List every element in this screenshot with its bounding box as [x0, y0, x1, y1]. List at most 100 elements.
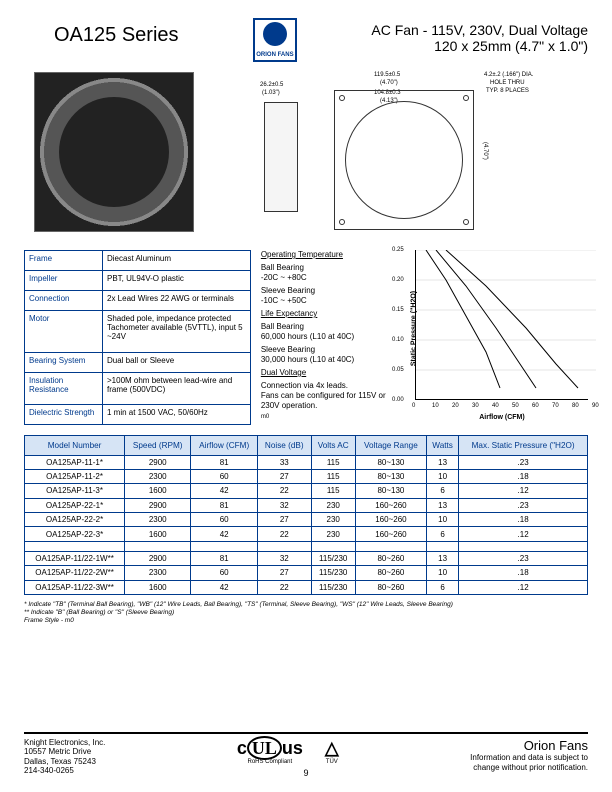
tuv-cert: △ TÜV: [325, 738, 339, 765]
dim-depth: 26.2±0.5: [260, 82, 283, 88]
spec-val: PBT, UL94V-O plastic: [103, 270, 251, 290]
table-cell: 6: [426, 527, 458, 541]
table-row: OA125AP-11-3*1600422211580~1306.12: [25, 484, 588, 498]
chart-xtick: 90: [592, 403, 599, 409]
table-cell: 2300: [125, 566, 191, 580]
table-header: Model Number: [25, 435, 125, 455]
table-cell: OA125AP-22-2*: [25, 513, 125, 527]
front-view: [334, 90, 474, 230]
table-row: OA125AP-22-1*29008132230160~26013.23: [25, 498, 588, 512]
table-cell: OA125AP-22-1*: [25, 498, 125, 512]
table-cell: 1600: [125, 580, 191, 594]
company-addr2: Dallas, Texas 75243: [24, 757, 105, 767]
brand-name: Orion Fans: [470, 738, 588, 754]
table-cell: 230: [311, 498, 355, 512]
table-cell: 115: [311, 484, 355, 498]
table-cell: OA125AP-22-3*: [25, 527, 125, 541]
note-life-sb: Sleeve Bearing: [261, 345, 315, 354]
spec-val: Dual ball or Sleeve: [103, 353, 251, 373]
table-cell: OA125AP-11/22-2W**: [25, 566, 125, 580]
chart-xlabel: Airflow (CFM): [416, 414, 588, 421]
table-cell: 115/230: [311, 566, 355, 580]
table-cell: 81: [191, 551, 258, 565]
spec-key: Impeller: [25, 270, 103, 290]
table-cell: .18: [459, 469, 588, 483]
chart-xtick: 60: [532, 403, 539, 409]
dim-hole3: TYP. 8 PLACES: [486, 88, 529, 94]
series-title: OA125 Series: [54, 24, 179, 47]
spec-table: FrameDiecast AluminumImpellerPBT, UL94V-…: [24, 250, 251, 425]
spec-val: 1 min at 1500 VAC, 50/60Hz: [103, 404, 251, 424]
table-cell: .23: [459, 551, 588, 565]
fan-photo: [34, 72, 194, 232]
table-cell: 80~260: [355, 551, 426, 565]
table-cell: 6: [426, 484, 458, 498]
tuv-label: TÜV: [325, 759, 339, 765]
table-cell: .23: [459, 455, 588, 469]
table-cell: 160~260: [355, 527, 426, 541]
spec-key: Insulation Resistance: [25, 373, 103, 404]
table-spacer: [25, 541, 588, 551]
brand-block: Orion Fans Information and data is subje…: [470, 738, 588, 773]
table-cell: .23: [459, 498, 588, 512]
diagram-row: 26.2±0.5 (1.03") 119.5±0.5 (4.70") 104.8…: [24, 72, 588, 232]
table-cell: 42: [191, 484, 258, 498]
table-cell: 160~260: [355, 498, 426, 512]
header-subtitle: AC Fan - 115V, 230V, Dual Voltage 120 x …: [371, 22, 588, 54]
table-cell: 13: [426, 498, 458, 512]
table-cell: OA125AP-11-3*: [25, 484, 125, 498]
spec-val: 2x Lead Wires 22 AWG or terminals: [103, 290, 251, 310]
table-cell: 10: [426, 469, 458, 483]
disclaimer-1: Information and data is subject to: [470, 753, 588, 763]
table-cell: 115/230: [311, 580, 355, 594]
table-row: OA125AP-11-2*2300602711580~13010.18: [25, 469, 588, 483]
table-cell: 115/230: [311, 551, 355, 565]
table-header: Airflow (CFM): [191, 435, 258, 455]
table-cell: 60: [191, 566, 258, 580]
orion-logo: ORION FANS: [253, 18, 297, 62]
table-header: Speed (RPM): [125, 435, 191, 455]
table-cell: 230: [311, 513, 355, 527]
table-cell: 115: [311, 469, 355, 483]
spec-key: Connection: [25, 290, 103, 310]
table-cell: OA125AP-11-2*: [25, 469, 125, 483]
table-header: Max. Static Pressure ("H2O): [459, 435, 588, 455]
notes-column: Operating Temperature Ball Bearing-20C ~…: [261, 250, 405, 425]
dim-hole2: HOLE THRU: [490, 80, 525, 86]
chart-xtick: 70: [552, 403, 559, 409]
company-phone: 214-340-0265: [24, 766, 105, 776]
table-cell: .12: [459, 484, 588, 498]
rohs-label: RoHS Compliant: [237, 759, 303, 765]
table-cell: 10: [426, 513, 458, 527]
chart-xtick: 50: [512, 403, 519, 409]
mechanical-drawing: 26.2±0.5 (1.03") 119.5±0.5 (4.70") 104.8…: [264, 72, 554, 232]
disclaimer-2: change without prior notification.: [470, 763, 588, 773]
note-sb: Sleeve Bearing: [261, 286, 315, 295]
note-dv-h: Dual Voltage: [261, 368, 306, 377]
chart-xtick: 30: [472, 403, 479, 409]
table-cell: 80~260: [355, 580, 426, 594]
dim-depth-in: (1.03"): [262, 90, 280, 96]
ul-icon: cULus: [237, 738, 303, 759]
spec-key: Bearing System: [25, 353, 103, 373]
middle-row: FrameDiecast AluminumImpellerPBT, UL94V-…: [24, 250, 588, 425]
certifications: cULus RoHS Compliant △ TÜV: [237, 738, 339, 765]
chart-lines: [416, 250, 596, 400]
table-cell: 10: [426, 566, 458, 580]
chart-ytick: 0.10: [392, 337, 404, 343]
company-addr1: 10557 Metric Drive: [24, 747, 105, 757]
table-cell: 22: [258, 484, 311, 498]
table-cell: 80~130: [355, 484, 426, 498]
note-life-h: Life Expectancy: [261, 309, 317, 318]
ul-cert: cULus RoHS Compliant: [237, 738, 303, 765]
chart-xtick: 10: [432, 403, 439, 409]
dim-width: 119.5±0.5: [374, 72, 400, 78]
note-sb-range: -10C ~ +50C: [261, 296, 307, 305]
table-cell: 2900: [125, 551, 191, 565]
product-size: 120 x 25mm (4.7" x 1.0"): [371, 38, 588, 54]
page-number: 9: [303, 768, 308, 778]
table-cell: 6: [426, 580, 458, 594]
table-row: OA125AP-22-2*23006027230160~26010.18: [25, 513, 588, 527]
spec-key: Frame: [25, 251, 103, 271]
table-cell: 1600: [125, 527, 191, 541]
